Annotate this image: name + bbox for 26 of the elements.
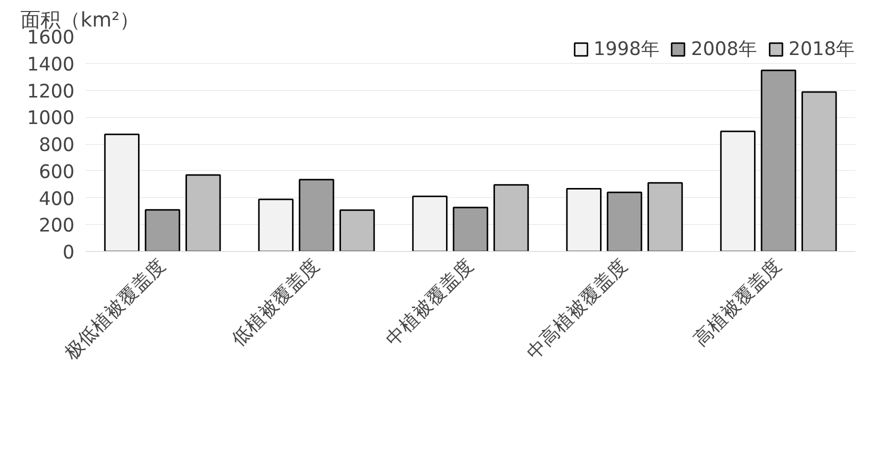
bar	[493, 184, 529, 252]
y-tick-label: 800	[38, 135, 74, 156]
x-tick-label: 高植被覆盖度	[690, 254, 786, 351]
y-tick-label: 1000	[27, 108, 75, 130]
bar	[760, 70, 796, 252]
y-tick-label: 0	[62, 242, 75, 264]
bar	[801, 91, 837, 252]
legend-label: 2008年	[691, 38, 758, 62]
y-tick-label: 1400	[27, 54, 75, 76]
y-tick-label: 1600	[27, 28, 75, 48]
x-tick-label: 低植被覆盖度	[228, 254, 324, 351]
x-tick-label: 中植被覆盖度	[382, 254, 478, 351]
bar	[144, 209, 180, 252]
y-tick-label: 1200	[27, 81, 75, 102]
bar	[647, 182, 683, 252]
legend-label: 2018年	[788, 38, 855, 62]
bar	[185, 174, 221, 252]
bar	[606, 192, 642, 252]
x-tick-label: 中高植被覆盖度	[522, 254, 632, 364]
y-tick-label: 400	[38, 188, 74, 210]
y-tick-label: 200	[38, 216, 74, 237]
bar	[452, 206, 488, 252]
y-tick-label: 600	[38, 162, 74, 183]
bar	[298, 178, 334, 252]
bar	[339, 209, 375, 252]
legend-label: 1998年	[594, 38, 660, 62]
